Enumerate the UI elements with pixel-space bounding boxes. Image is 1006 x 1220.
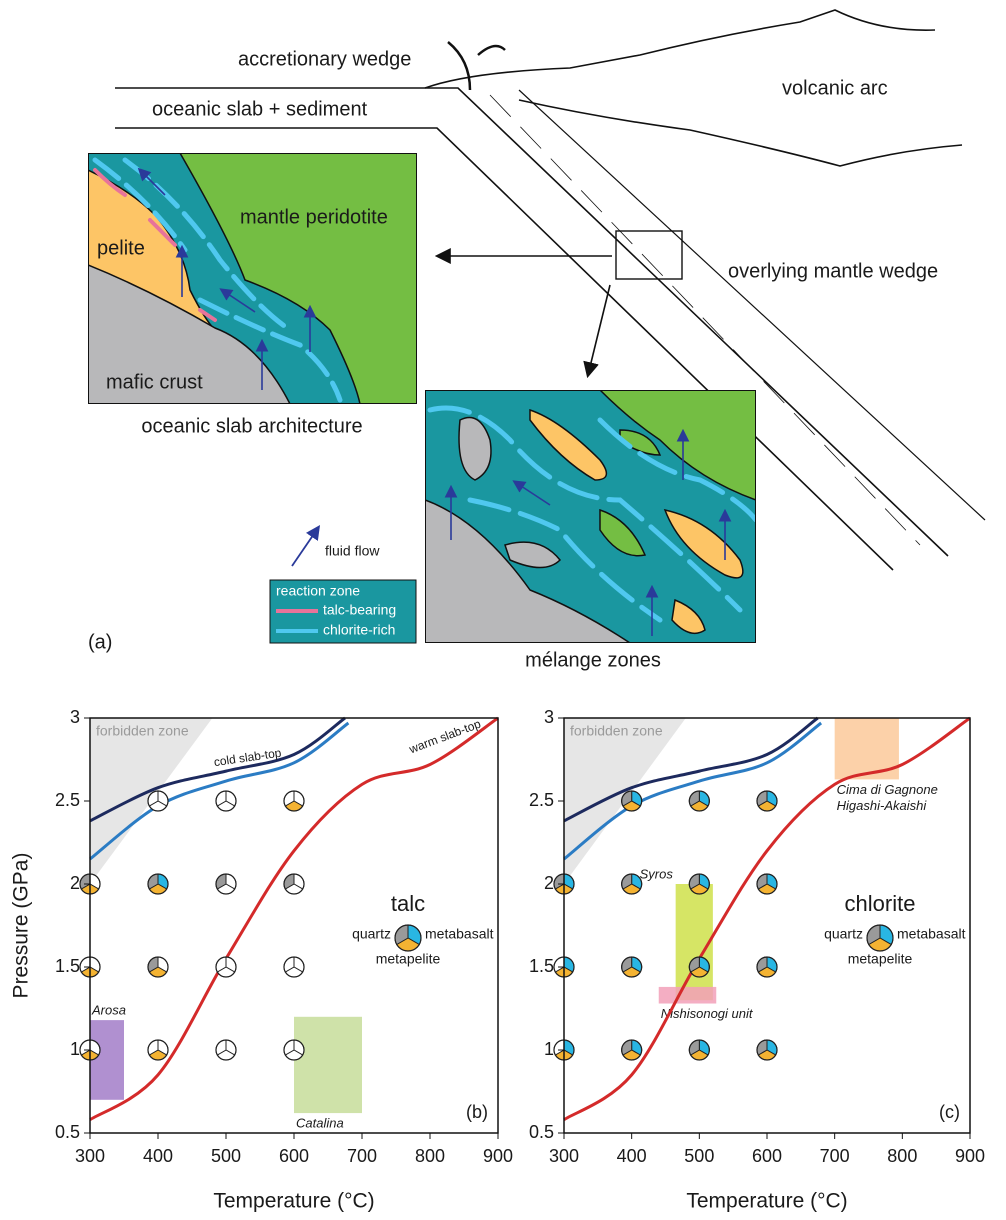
- locality-label: Arosa: [91, 1003, 126, 1018]
- y-axis-title: Pressure (GPa): [10, 853, 33, 999]
- locality-label: Catalina: [296, 1116, 344, 1131]
- y-tick-label: 3: [544, 707, 554, 727]
- pie: [757, 1040, 777, 1060]
- panel-label: (a): [88, 631, 112, 653]
- locality-box: [676, 884, 713, 1000]
- zone-label: forbidden zone: [96, 723, 189, 739]
- y-tick-label: 1.5: [55, 956, 80, 976]
- label: accretionary wedge: [238, 48, 411, 70]
- pie: [216, 791, 236, 811]
- inset-architecture: [88, 153, 417, 404]
- locality-label: Cima di Gagnone: [837, 782, 938, 797]
- legend-label: metapelite: [848, 951, 913, 967]
- x-tick-label: 300: [549, 1146, 579, 1166]
- pie: [284, 791, 304, 811]
- pie: [622, 957, 642, 977]
- legend-label: quartz: [824, 926, 863, 942]
- y-tick-label: 0.5: [55, 1122, 80, 1142]
- locality-box: [90, 1020, 124, 1100]
- pie: [148, 874, 168, 894]
- legend-label: quartz: [352, 926, 391, 942]
- y-tick-label: 0.5: [529, 1122, 554, 1142]
- x-tick-label: 800: [415, 1146, 445, 1166]
- pie: [757, 957, 777, 977]
- y-tick-label: 1: [544, 1039, 554, 1059]
- x-tick-label: 600: [752, 1146, 782, 1166]
- locality-label: Higashi-Akaishi: [837, 798, 928, 813]
- zone-label: forbidden zone: [570, 723, 663, 739]
- pie: [757, 874, 777, 894]
- pie: [689, 957, 709, 977]
- chart-title: chlorite: [845, 891, 916, 916]
- pie: [622, 791, 642, 811]
- pie: [689, 1040, 709, 1060]
- caption: mélange zones: [525, 649, 661, 671]
- pie: [284, 957, 304, 977]
- x-axis-title: Temperature (°C): [686, 1190, 847, 1213]
- x-tick-label: 500: [211, 1146, 241, 1166]
- legend-label: metabasalt: [425, 926, 494, 942]
- locality-label: Nishisonogi unit: [661, 1006, 754, 1021]
- y-tick-label: 2.5: [529, 790, 554, 810]
- x-tick-label: 400: [143, 1146, 173, 1166]
- label: volcanic arc: [782, 77, 888, 99]
- pie: [622, 874, 642, 894]
- locality-box: [659, 987, 717, 1004]
- legend-text: fluid flow: [325, 543, 380, 559]
- x-axis-title: Temperature (°C): [213, 1190, 374, 1213]
- legend-label: metapelite: [376, 951, 441, 967]
- pie: [689, 874, 709, 894]
- pie: [395, 925, 421, 951]
- inset-melange: [425, 390, 756, 643]
- y-tick-label: 2.5: [55, 790, 80, 810]
- x-tick-label: 600: [279, 1146, 309, 1166]
- panel-label: (c): [939, 1102, 960, 1122]
- x-tick-label: 900: [955, 1146, 985, 1166]
- pie: [284, 874, 304, 894]
- pie: [757, 791, 777, 811]
- x-tick-label: 700: [347, 1146, 377, 1166]
- x-tick-label: 700: [820, 1146, 850, 1166]
- legend-text: talc-bearing: [323, 602, 396, 618]
- pie: [148, 791, 168, 811]
- label: oceanic slab + sediment: [152, 98, 368, 120]
- x-tick-label: 900: [483, 1146, 513, 1166]
- x-tick-label: 800: [887, 1146, 917, 1166]
- label: mantle peridotite: [240, 206, 388, 228]
- locality-label: Syros: [640, 866, 674, 881]
- x-tick-label: 400: [617, 1146, 647, 1166]
- pie: [148, 1040, 168, 1060]
- pie: [689, 791, 709, 811]
- pie: [148, 957, 168, 977]
- legend-label: metabasalt: [897, 926, 966, 942]
- y-tick-label: 2: [544, 873, 554, 893]
- legend-text: reaction zone: [276, 583, 360, 599]
- y-tick-label: 3: [70, 707, 80, 727]
- y-tick-label: 1.5: [529, 956, 554, 976]
- y-tick-label: 2: [70, 873, 80, 893]
- pie: [216, 874, 236, 894]
- legend-text: chlorite-rich: [323, 622, 395, 638]
- y-tick-label: 1: [70, 1039, 80, 1059]
- caption: oceanic slab architecture: [141, 415, 362, 437]
- pie: [622, 1040, 642, 1060]
- locality-box: [294, 1017, 362, 1113]
- x-tick-label: 500: [684, 1146, 714, 1166]
- pie: [216, 957, 236, 977]
- figure: accretionary wedge oceanic slab + sedime…: [0, 0, 1006, 1220]
- chart-title: talc: [391, 891, 425, 916]
- x-tick-label: 300: [75, 1146, 105, 1166]
- panel-label: (b): [466, 1102, 488, 1122]
- label: overlying mantle wedge: [728, 260, 938, 282]
- label: pelite: [97, 237, 145, 259]
- fluid-arrow: [292, 528, 318, 566]
- pie: [867, 925, 893, 951]
- label: mafic crust: [106, 371, 203, 393]
- pie: [284, 1040, 304, 1060]
- pie: [216, 1040, 236, 1060]
